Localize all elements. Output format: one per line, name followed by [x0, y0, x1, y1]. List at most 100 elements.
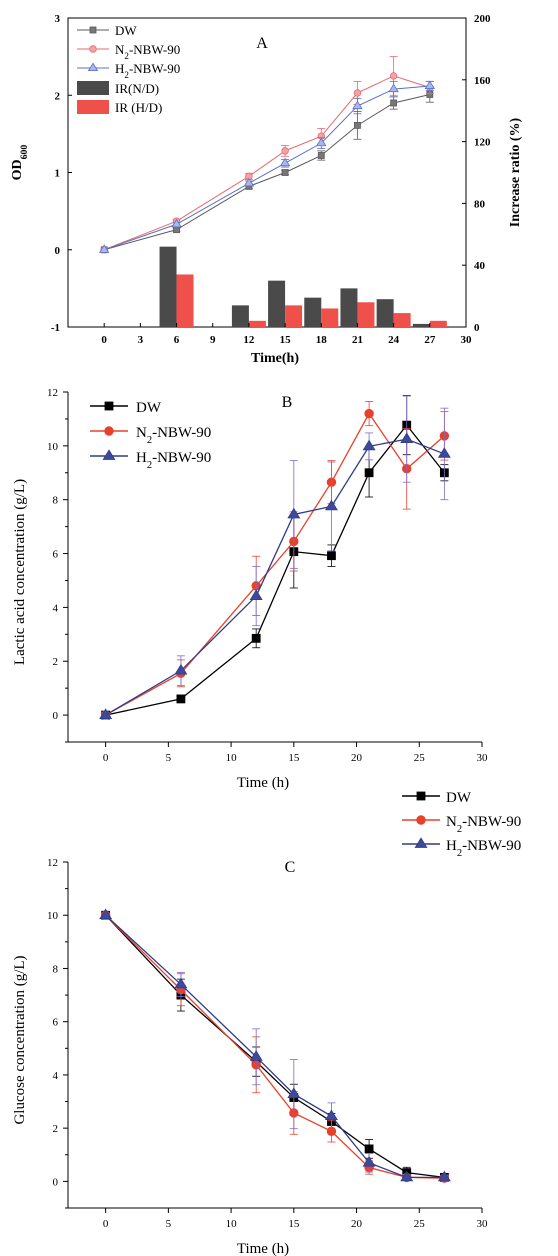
data-point-dw [327, 551, 336, 561]
data-point-h2 [362, 439, 376, 451]
panel-label-a: A [256, 35, 268, 52]
panel-a: 0 3 6 9 12 15 18 21 24 27 30-1012304080120160200DW… [10, 13, 523, 366]
data-point-h2 [424, 80, 436, 89]
legend-marker [89, 45, 97, 53]
data-point-h2 [249, 589, 263, 600]
y2-tick-label-a: 0 [474, 322, 480, 334]
legend-marker [104, 426, 114, 436]
y2-tick-label-a: 80 [474, 198, 486, 210]
y-tick-label-c: 0 [53, 1176, 59, 1188]
y-tick-label-c: 12 [47, 857, 58, 869]
legend-marker [416, 791, 426, 801]
data-point-dw [317, 152, 325, 159]
x-tick-label-a: 15 [280, 334, 292, 346]
x-axis-label-c: Time (h) [237, 1241, 289, 1256]
y-tick-label-b: 4 [53, 602, 59, 614]
data-point-dw [251, 633, 261, 643]
data-point-dw [390, 99, 398, 107]
x-tick-label-c: 15 [288, 1218, 300, 1230]
data-point-dw [364, 468, 374, 478]
bar-ir-hd [248, 320, 266, 327]
bar-ir-nd [268, 280, 286, 327]
data-point-h2 [352, 100, 363, 110]
x-tick-label-c: 10 [226, 1218, 238, 1230]
x-tick-label-c: 30 [477, 1218, 489, 1230]
data-point-h2 [388, 83, 399, 93]
data-point-h2 [98, 244, 110, 253]
y-axis-label-a: OD600 [10, 145, 30, 181]
data-point-h2 [324, 1109, 338, 1121]
data-point-dw [364, 1144, 374, 1154]
data-point-h2 [99, 708, 113, 719]
series-line-dw-b [105, 424, 445, 716]
x-tick-label-b: 15 [288, 752, 300, 764]
data-point-h2 [324, 499, 338, 511]
x-tick-label-c: 20 [351, 1218, 363, 1230]
legend-label-b: H2-NBW-90 [136, 450, 211, 471]
legend-marker [87, 62, 99, 72]
panel-c: 0 5 10 15 20 25 30 0 2 4 6 8 10 12 C Time (h) Glucose co… [12, 857, 488, 1256]
y2-tick-label-a: 160 [474, 75, 491, 87]
series-line-h2-c [105, 914, 445, 1179]
y2-axis-label-a: Increase ratio (%) [508, 117, 523, 227]
data-point-h2 [279, 157, 291, 167]
x-tick-label-c: 25 [414, 1218, 426, 1230]
x-tick-label-c: 5 [166, 1218, 172, 1230]
data-point-h2 [243, 177, 255, 187]
data-point-dw [176, 694, 186, 704]
data-point-n2 [389, 72, 398, 80]
data-point-dw [281, 169, 289, 176]
data-point-h2 [400, 1170, 414, 1182]
x-tick-label-a: 24 [388, 334, 400, 346]
y-axis-label-b: Lactic acid concentration (g/L) [12, 479, 28, 665]
bar-ir-nd [376, 299, 394, 327]
x-tick-label-b: 10 [226, 752, 238, 764]
y-axis-label-c: Glucose concentration (g/L) [12, 955, 28, 1124]
panel-label-c: C [285, 859, 296, 876]
data-point-h2 [174, 977, 188, 989]
bar-ir-hd [321, 308, 339, 327]
legend-marker [89, 26, 97, 34]
panel-b: 0 5 10 15 20 25 30 0 2 4 6 8 10 12 B Time (h) Lactic aci… [12, 387, 488, 791]
legend-marker [102, 449, 116, 460]
y-tick-label-a: 3 [55, 13, 61, 25]
bar-ir-hd [357, 302, 375, 327]
y2-tick-label-a: 200 [474, 13, 491, 25]
bar-ir-hd [176, 274, 194, 327]
data-point-h2 [174, 663, 188, 675]
legend-label-a: IR(N/D) [115, 81, 159, 96]
y-tick-label-a: 2 [55, 90, 61, 102]
data-point-n2 [353, 89, 362, 97]
y-tick-label-c: 6 [53, 1017, 59, 1029]
y-tick-label-a: 1 [55, 168, 61, 180]
x-tick-label-a: 6 [174, 334, 180, 346]
legend-marker [416, 815, 426, 825]
legend-label-b: DW [136, 400, 162, 416]
x-tick-label-b: 20 [351, 752, 363, 764]
legend-label-a: N2-NBW-90 [115, 42, 180, 61]
series-line-n2-a [103, 75, 430, 251]
y-tick-label-b: 0 [53, 710, 59, 722]
y-tick-label-a: 0 [55, 245, 61, 257]
legend-label-a: DW [115, 23, 137, 38]
bar-ir-nd [304, 297, 322, 327]
data-point-n2 [364, 408, 374, 419]
legend-bc: DW N2-NBW-90 H2-NBW-90 [402, 790, 521, 859]
y2-tick-label-a: 40 [474, 260, 486, 272]
data-point-h2 [362, 1156, 376, 1167]
legend-label-a: IR (H/D) [115, 100, 162, 115]
x-tick-label-a: 3 [138, 334, 144, 346]
data-point-h2 [437, 447, 451, 458]
x-tick-label-a: 21 [352, 334, 363, 346]
y-tick-label-c: 4 [53, 1070, 59, 1082]
data-point-h2 [287, 1087, 301, 1098]
bar-ir-nd [412, 323, 430, 327]
legend-label-c: DW [446, 790, 472, 806]
panel-label-b: B [282, 394, 293, 411]
x-tick-label-a: 30 [461, 334, 473, 346]
y-tick-label-b: 8 [53, 495, 59, 507]
bar-ir-nd [159, 246, 177, 327]
y-tick-label-a: -1 [51, 322, 60, 334]
data-point-h2 [287, 507, 301, 519]
bar-ir-hd [285, 305, 303, 327]
